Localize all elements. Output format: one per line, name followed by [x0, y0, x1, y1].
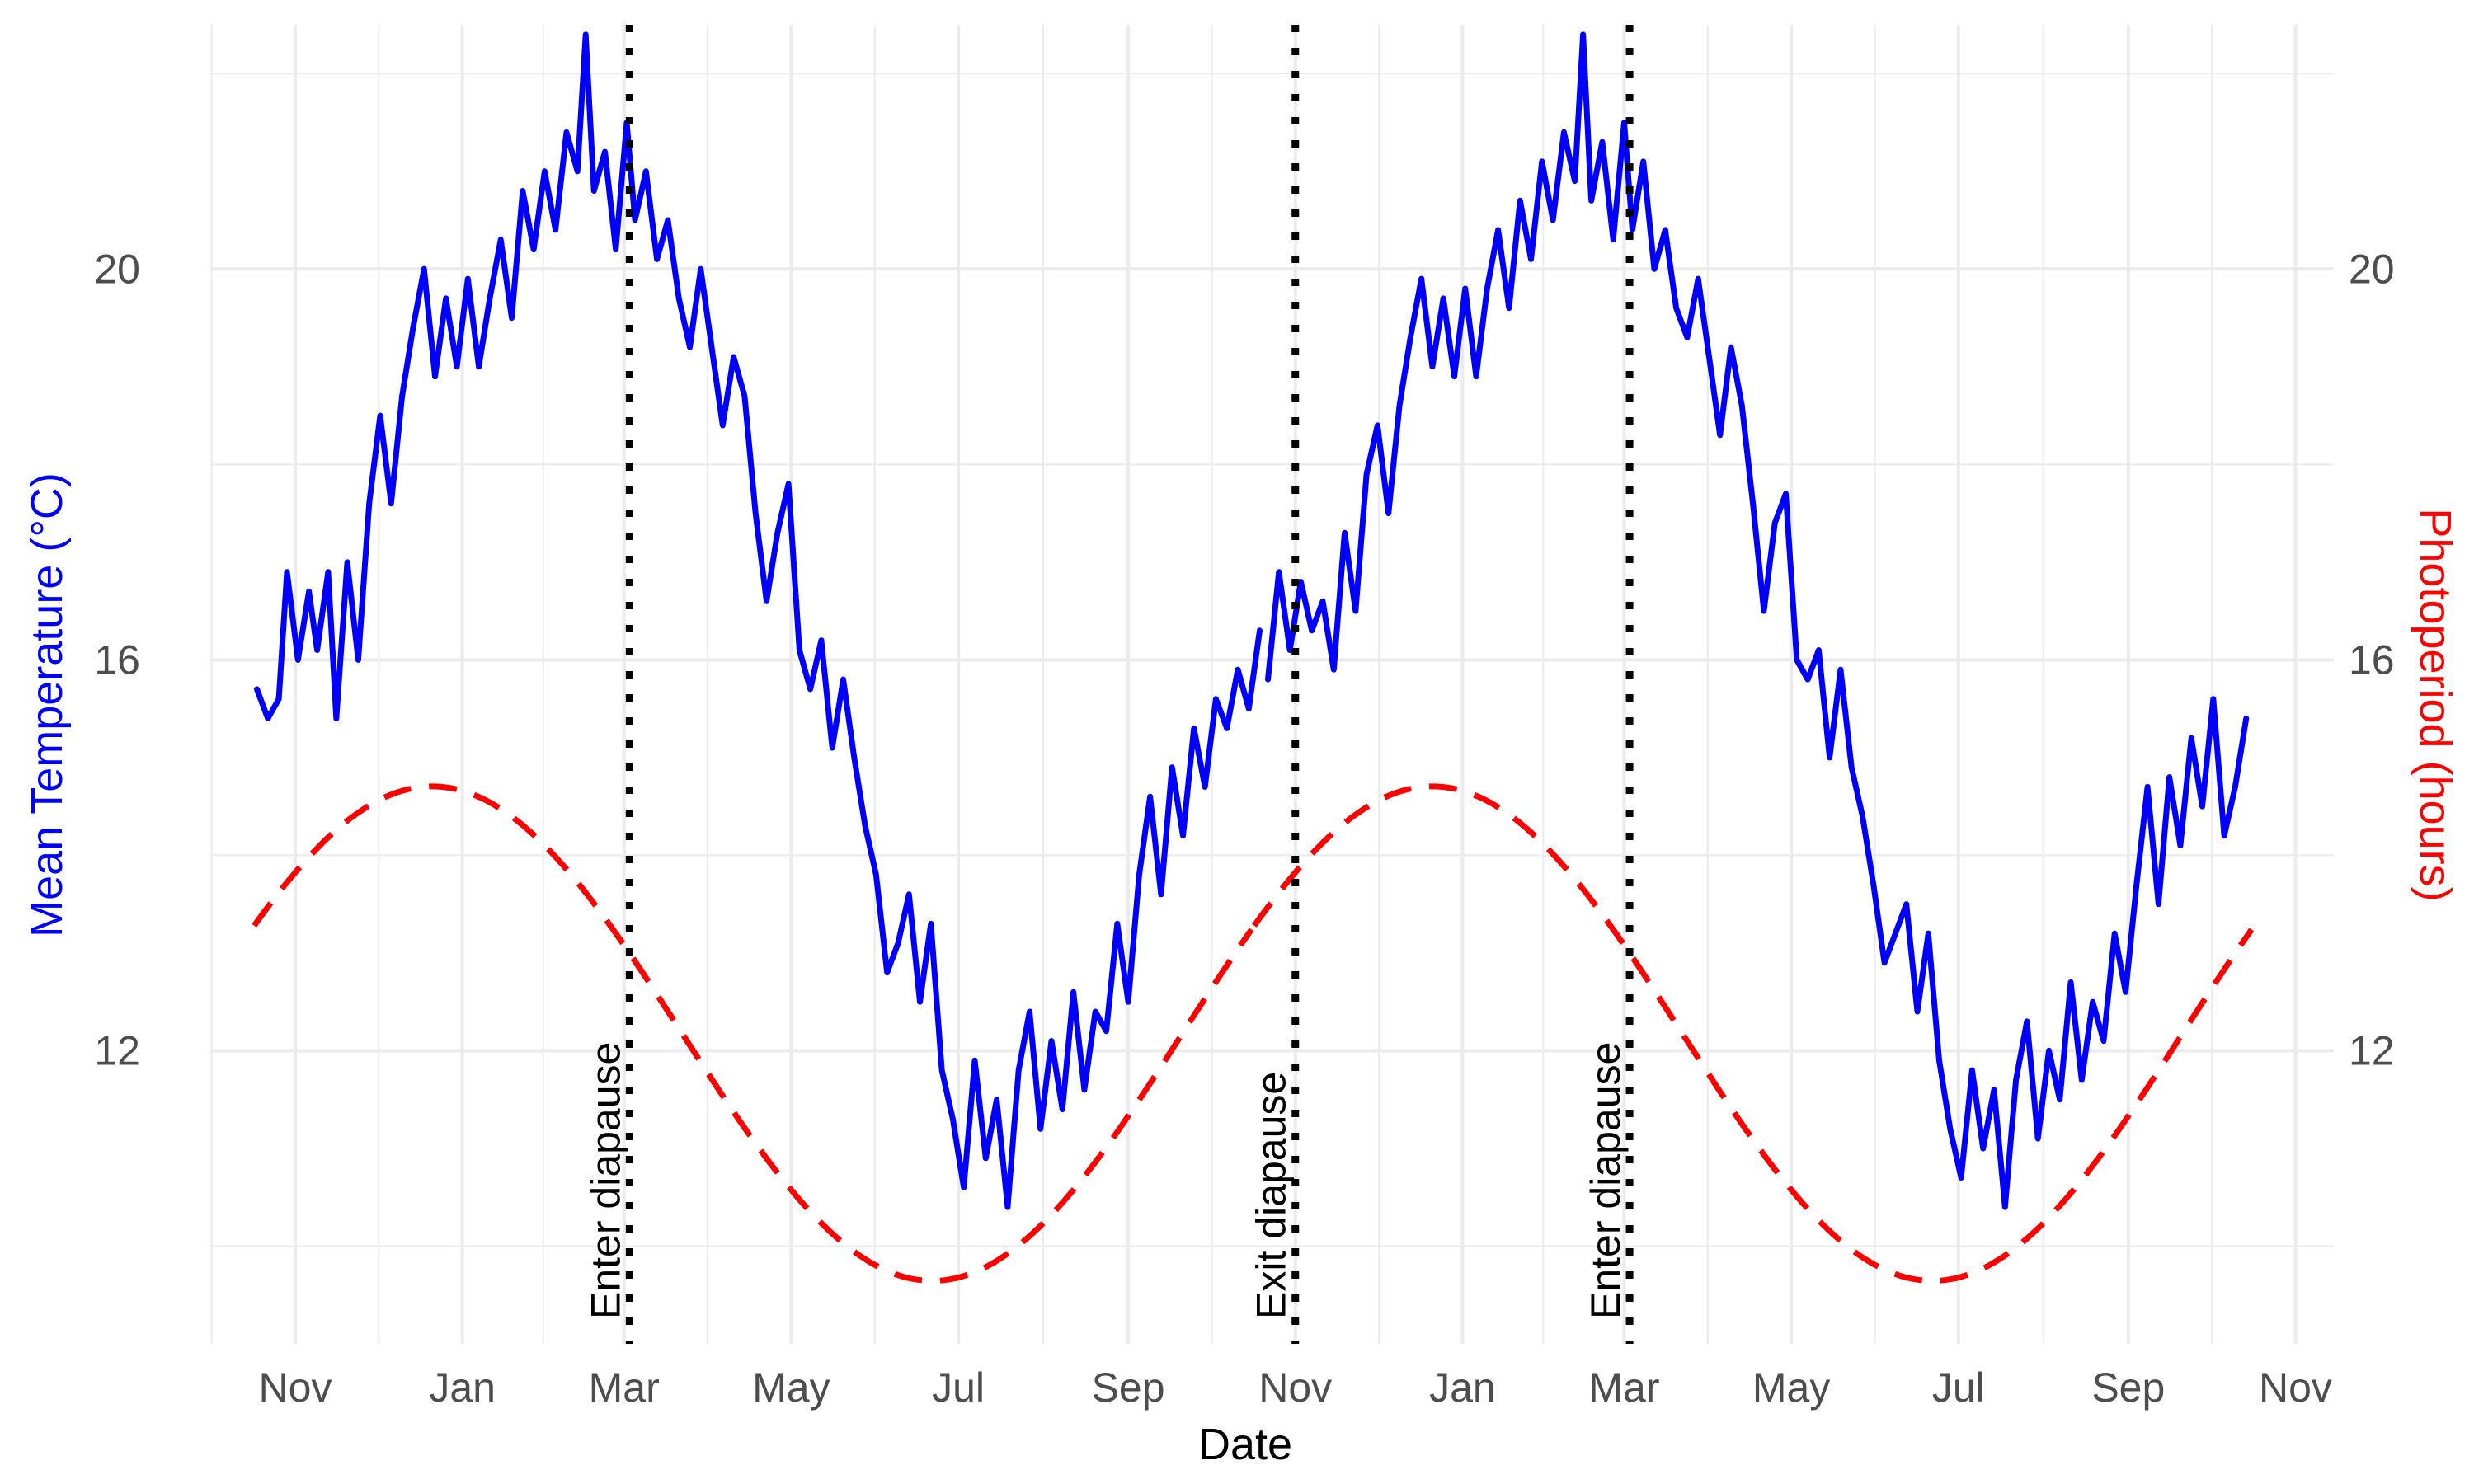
y-tick-label: 20: [94, 246, 140, 292]
y-axis-title: Mean Temperature (°C): [22, 472, 72, 937]
photoperiod-line: [252, 783, 1254, 1284]
diapause-label: Exit diapause: [1249, 1072, 1295, 1319]
x-tick-label: Sep: [1092, 1364, 1165, 1411]
y-right-tick-label: 20: [2349, 246, 2395, 292]
x-tick-label: Nov: [1258, 1364, 1332, 1411]
x-tick-label: Mar: [589, 1364, 660, 1411]
x-tick-label: Mar: [1588, 1364, 1659, 1411]
y-right-tick-label: 16: [2349, 636, 2395, 683]
y-tick-label: 12: [94, 1027, 140, 1073]
x-tick-label: Sep: [2091, 1364, 2165, 1411]
diapause-label: Enter diapause: [582, 1042, 628, 1319]
x-tick-label: Jul: [932, 1364, 985, 1411]
temperature-line: [1265, 31, 2250, 1210]
grid: [210, 25, 2334, 1344]
x-tick-label: Nov: [2259, 1364, 2332, 1411]
x-tick-label: Jan: [429, 1364, 496, 1411]
annotations: Enter diapause Exit diapause Enter diapaus…: [582, 25, 1634, 1344]
diapause-label: Enter diapause: [1583, 1042, 1629, 1319]
x-tick-label: May: [752, 1364, 830, 1411]
x-tick-label: Jan: [1429, 1364, 1496, 1411]
y-tick-label: 16: [94, 636, 140, 683]
series-layer: [252, 31, 2255, 1284]
x-tick-label: Jul: [1932, 1364, 1985, 1411]
tick-labels: Nov Jan Mar May Jul Sep Nov Jan Mar May Jul Sep Nov 1…: [94, 246, 2394, 1411]
x-axis-title: Date: [1198, 1420, 1292, 1469]
y-axis-right-title: Photoperiod (hours): [2411, 508, 2460, 901]
y-right-tick-label: 12: [2349, 1027, 2395, 1073]
x-tick-label: May: [1752, 1364, 1830, 1411]
temperature-line: [254, 31, 1263, 1210]
x-tick-label: Nov: [259, 1364, 332, 1411]
